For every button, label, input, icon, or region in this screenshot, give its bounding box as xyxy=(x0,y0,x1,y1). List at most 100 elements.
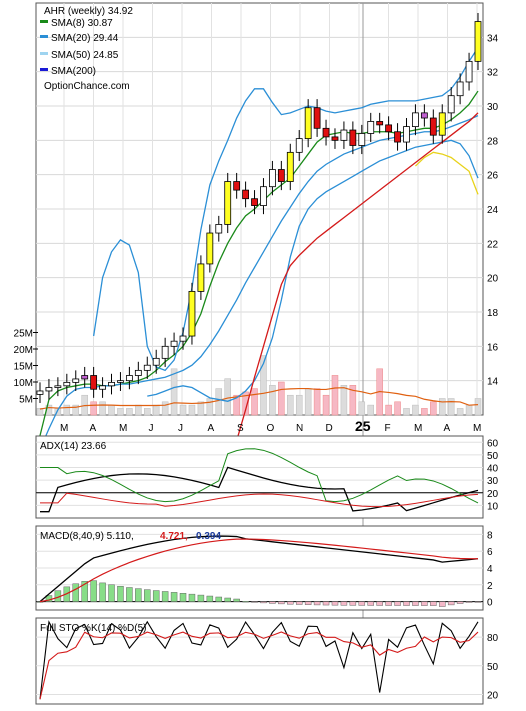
macd-histogram-bar xyxy=(358,601,366,606)
macd-histogram-bar xyxy=(412,601,419,606)
candle-body xyxy=(161,345,169,359)
volume-bar xyxy=(215,388,223,416)
volume-bar xyxy=(170,368,178,416)
candle-body xyxy=(99,385,106,390)
volume-bar xyxy=(358,401,366,416)
volume-bar xyxy=(438,398,446,416)
macd-histogram-bar xyxy=(295,601,303,605)
indicator-tick-label: 4 xyxy=(487,564,493,575)
candle-body xyxy=(197,263,205,292)
adx-line xyxy=(40,466,479,513)
macd-label: MACD(8,40,9) 5.110, xyxy=(40,531,134,542)
x-tick-label: F xyxy=(385,423,391,434)
macd-histogram-bar xyxy=(421,601,428,606)
macd-histogram-bar xyxy=(313,601,321,606)
macd-signal-line xyxy=(39,538,479,603)
volume-bar xyxy=(224,378,231,416)
volume-bar xyxy=(331,375,339,416)
candle-body xyxy=(412,112,419,128)
macd-histogram-bar xyxy=(456,601,464,604)
price-tick-label: 16 xyxy=(487,342,499,353)
x-tick-label: A xyxy=(90,423,97,434)
volume-bar xyxy=(278,381,285,416)
price-tick-label: 24 xyxy=(487,205,499,216)
macd-histogram-bar xyxy=(197,594,205,602)
volume-bar xyxy=(295,394,303,416)
x-tick-label: J xyxy=(149,423,154,434)
candle-body xyxy=(117,380,124,383)
candle-body xyxy=(179,335,187,342)
macd-histogram-bar xyxy=(233,598,240,602)
macd-histogram-bar xyxy=(331,601,339,606)
legend-sma20: SMA(20) 29.44 xyxy=(51,33,119,44)
price-tick-label: 18 xyxy=(487,308,499,319)
macd-histogram-bar xyxy=(278,601,285,605)
volume-bar xyxy=(430,401,437,416)
sma8-swatch xyxy=(40,20,48,23)
series-line xyxy=(414,151,479,195)
x-tick-label: M xyxy=(119,423,127,434)
candle-body xyxy=(170,340,178,347)
volume-bar xyxy=(242,391,249,416)
price-tick-label: 26 xyxy=(487,171,499,182)
candle-body xyxy=(420,112,428,119)
macd-hist-value: 0.394 xyxy=(196,531,221,542)
legend-sma8: SMA(8) 30.87 xyxy=(51,18,113,29)
candle-body xyxy=(474,21,482,62)
macd-histogram-bar xyxy=(206,595,214,602)
macd-histogram-bar xyxy=(188,593,196,602)
candle-body xyxy=(36,390,44,395)
volume-bar xyxy=(456,408,464,416)
chart-title: AHR (weekly) 34.92 xyxy=(44,6,133,17)
volume-tick-label: 5M xyxy=(19,395,33,406)
volume-tick-label: 15M xyxy=(14,362,33,373)
candle-body xyxy=(367,121,375,134)
volume-bar xyxy=(144,408,151,416)
macd-histogram-bar xyxy=(117,585,124,602)
macd-histogram-bar xyxy=(260,601,267,604)
x-tick-label: 25 xyxy=(355,418,371,434)
candle-body xyxy=(286,151,294,182)
macd-histogram-bar xyxy=(287,601,294,605)
candle-body xyxy=(331,136,339,141)
volume-bar xyxy=(394,401,401,416)
price-tick-label: 30 xyxy=(487,102,499,113)
candle-body xyxy=(233,181,241,191)
indicator-tick-label: 6 xyxy=(487,547,493,558)
volume-bar xyxy=(412,404,419,416)
indicator-tick-label: 8 xyxy=(487,530,493,541)
macd-histogram-bar xyxy=(385,601,392,606)
macd-histogram-bar xyxy=(438,601,446,607)
candle-body xyxy=(152,357,160,366)
sma50-swatch xyxy=(40,52,48,55)
sto-label: Full STO %K(14) %D(5) xyxy=(40,623,147,634)
macd-histogram-bar xyxy=(349,601,357,606)
volume-bar xyxy=(126,408,133,416)
macd-histogram-bar xyxy=(215,596,223,602)
candle-body xyxy=(277,169,285,182)
price-axis-labels: 14 16 18 20 22 24 26 28 30 32 34 xyxy=(487,33,499,387)
macd-histogram-bar xyxy=(474,601,482,603)
macd-histogram-bar xyxy=(304,601,312,605)
macd-lines xyxy=(36,533,483,607)
candle-body xyxy=(260,186,267,206)
sto-k-line xyxy=(39,620,479,700)
macd-histogram-bar xyxy=(394,601,401,606)
x-tick-label: A xyxy=(444,423,451,434)
macd-histogram-bar xyxy=(108,584,115,602)
x-tick-label: J xyxy=(178,423,183,434)
volume-bar xyxy=(161,401,169,416)
macd-histogram-bar xyxy=(447,601,455,606)
adx-label: ADX(14) 23.66 xyxy=(40,441,107,452)
legend-sma200: SMA(200) xyxy=(51,66,96,77)
macd-histogram-bar xyxy=(90,580,97,602)
volume-tick-label: 10M xyxy=(14,378,33,389)
candle-body xyxy=(251,198,258,206)
x-tick-label: N xyxy=(296,423,303,434)
volume-bar xyxy=(322,394,330,416)
volume-bar xyxy=(447,398,455,416)
volume-average-line xyxy=(39,387,479,410)
